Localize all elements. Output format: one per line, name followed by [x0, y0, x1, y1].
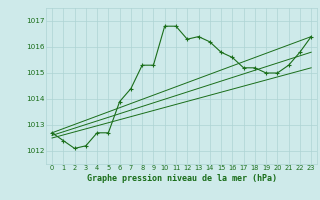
X-axis label: Graphe pression niveau de la mer (hPa): Graphe pression niveau de la mer (hPa) [87, 174, 276, 183]
